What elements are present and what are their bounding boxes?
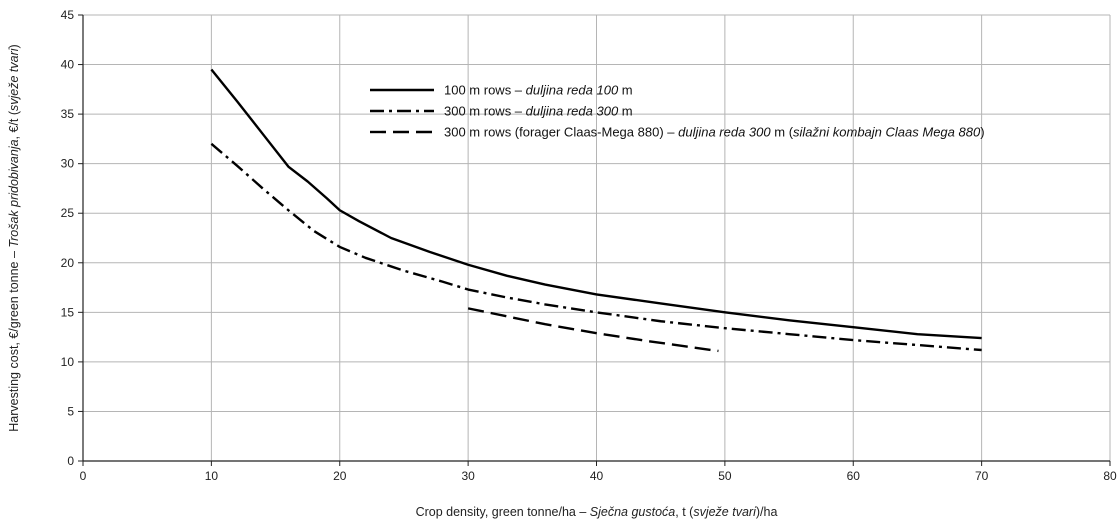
grid: [83, 14, 1111, 461]
x-tick-label: 20: [333, 469, 347, 483]
x-tick-label: 70: [975, 469, 989, 483]
x-tick-label: 60: [847, 469, 861, 483]
legend-label-3: 300 m rows (forager Claas-Mega 880) – du…: [444, 125, 985, 140]
tick-labels: 0 10 20 30 40 50 60 70 80 0 5 10 15 20 25 30 35 40 45: [61, 8, 1117, 483]
legend-label-1: 100 m rows – duljina reda 100 m: [444, 83, 633, 98]
y-tick-label: 45: [61, 8, 75, 22]
x-tick-label: 30: [461, 469, 475, 483]
y-axis-label: Harvesting cost, €/green tonne – Trošak …: [7, 44, 21, 431]
y-tick-label: 15: [61, 305, 75, 319]
y-tick-label: 5: [67, 404, 74, 418]
y-tick-label: 0: [67, 454, 74, 468]
series-line-2: [210, 142, 982, 352]
x-tick-label: 80: [1103, 469, 1117, 483]
series-lines: [210, 68, 982, 353]
x-tick-label: 50: [718, 469, 732, 483]
y-tick-label: 10: [61, 355, 75, 369]
y-tick-label: 20: [61, 256, 75, 270]
x-tick-label: 0: [80, 469, 87, 483]
legend: 100 m rows – duljina reda 100 m 300 m row…: [370, 83, 985, 140]
x-axis-label: Crop density, green tonne/ha – Sječna gu…: [416, 505, 778, 519]
legend-label-2: 300 m rows – duljina reda 300 m: [444, 104, 633, 119]
x-tick-label: 40: [590, 469, 604, 483]
y-tick-label: 25: [61, 206, 75, 220]
axes: [78, 14, 1111, 466]
x-tick-label: 10: [205, 469, 219, 483]
y-tick-label: 35: [61, 107, 75, 121]
series-line-1: [210, 68, 982, 340]
y-tick-label: 30: [61, 157, 75, 171]
series-line-3: [467, 307, 719, 353]
y-tick-label: 40: [61, 58, 75, 72]
